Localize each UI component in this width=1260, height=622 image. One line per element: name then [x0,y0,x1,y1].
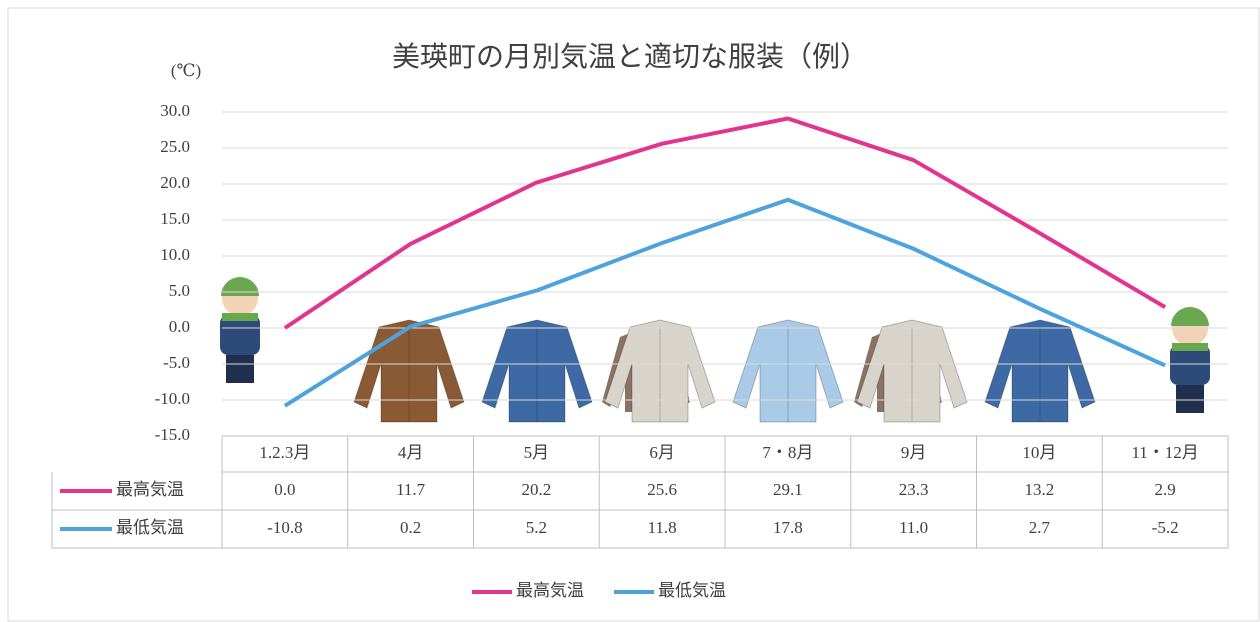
table-value: 5.2 [526,518,547,537]
y-tick-label: 20.0 [160,173,190,192]
y-tick-label: 0.0 [169,317,190,336]
chart-title: 美瑛町の月別気温と適切な服装（例） [392,40,868,73]
x-tick-label: 11・12月 [1131,443,1198,462]
table-value: -10.8 [267,518,302,537]
person-legs [1176,385,1204,413]
y-tick-label: -15.0 [155,425,190,444]
table-value: 23.3 [899,480,929,499]
person-legs [226,355,254,383]
legend-label: 最低気温 [658,581,726,600]
table-value: 17.8 [773,518,803,537]
y-tick-label: -10.0 [155,389,190,408]
table-value: 11.7 [396,480,426,499]
winter-person [220,277,260,383]
table-row-label: 最低気温 [116,518,184,537]
chart: 美瑛町の月別気温と適切な服装（例） (℃) -15.0 -10.0 -5.0 0.0 5… [0,0,1260,622]
x-tick-label: 5月 [524,443,550,462]
y-tick-label: 10.0 [160,245,190,264]
x-tick-label: 1.2.3月 [259,443,310,462]
legend-label: 最高気温 [516,581,584,600]
chart-frame [8,8,1259,621]
table-value: 2.9 [1155,480,1176,499]
x-tick-label: 4月 [398,443,424,462]
y-tick-label: 25.0 [160,137,190,156]
x-tick-label: 9月 [901,443,927,462]
table-value: 11.0 [899,518,928,537]
x-tick-label: 6月 [649,443,675,462]
x-tick-label: 7・8月 [762,443,813,462]
table-value: 25.6 [647,480,677,499]
table-value: 20.2 [522,480,552,499]
table-value: -5.2 [1152,518,1179,537]
x-tick-label: 10月 [1022,443,1056,462]
table-value: 11.8 [648,518,677,537]
person-scarf [1172,343,1208,351]
table-value: 29.1 [773,480,803,499]
table-value: 2.7 [1029,518,1051,537]
y-tick-label: 5.0 [169,281,190,300]
table-value: 0.0 [274,480,295,499]
winter-person [1170,307,1210,413]
y-tick-label: 15.0 [160,209,190,228]
y-tick-label: 30.0 [160,101,190,120]
y-axis-label: (℃) [171,61,201,80]
person-scarf [222,313,258,321]
table-value: 13.2 [1025,480,1055,499]
table-value: 0.2 [400,518,421,537]
y-tick-label: -5.0 [163,353,190,372]
table-row-label: 最高気温 [116,480,184,499]
